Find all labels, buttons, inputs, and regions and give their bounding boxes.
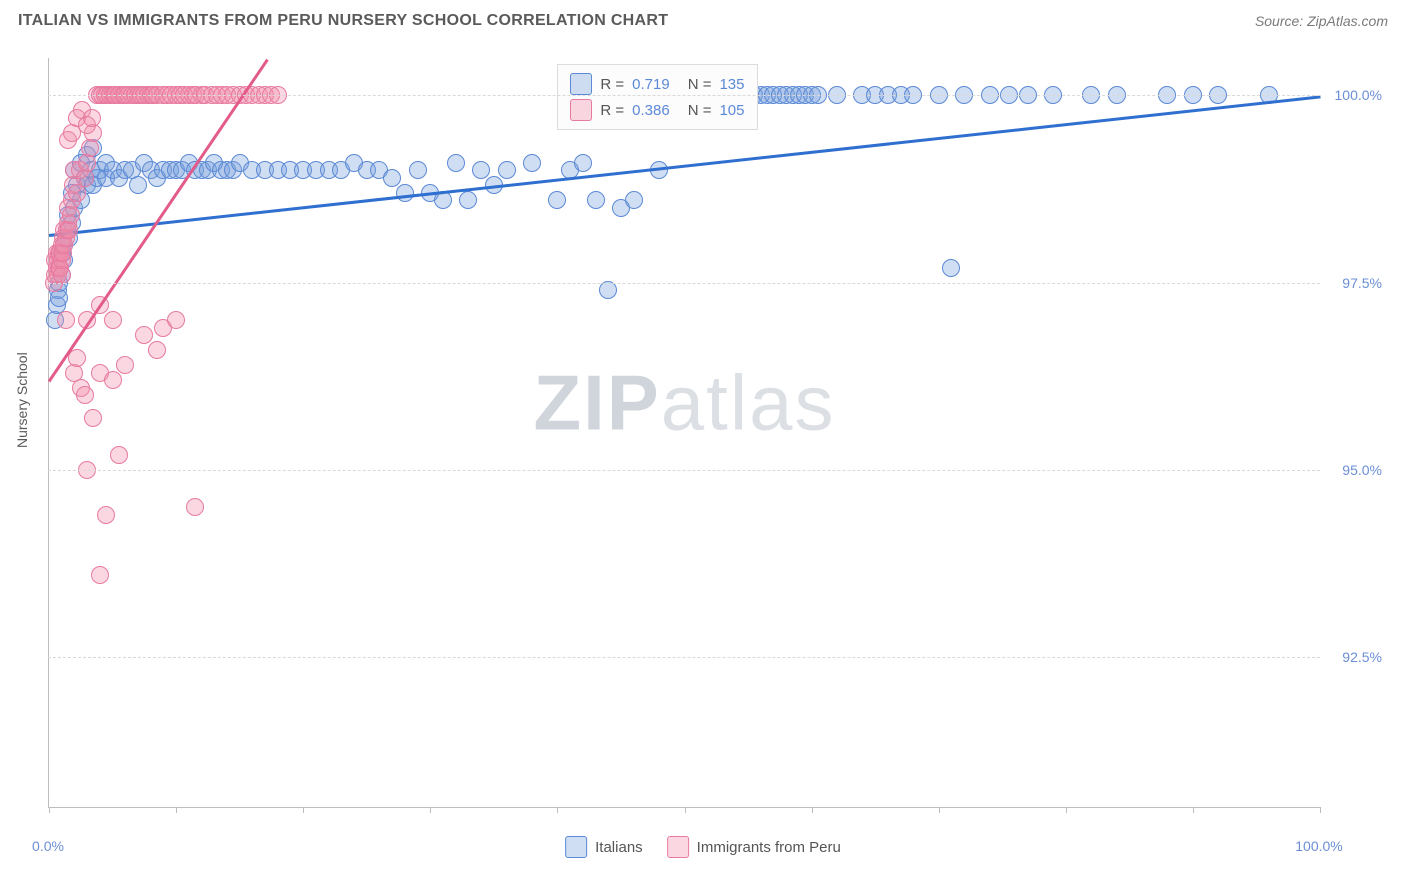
data-point xyxy=(599,281,617,299)
data-point xyxy=(625,191,643,209)
data-point xyxy=(472,161,490,179)
header: ITALIAN VS IMMIGRANTS FROM PERU NURSERY … xyxy=(0,0,1406,38)
gridline xyxy=(48,95,1320,96)
x-tick-mark xyxy=(685,807,686,813)
data-point xyxy=(81,139,99,157)
y-tick-label: 95.0% xyxy=(1342,462,1382,478)
legend-swatch-icon xyxy=(667,836,689,858)
data-point xyxy=(135,326,153,344)
chart-title: ITALIAN VS IMMIGRANTS FROM PERU NURSERY … xyxy=(18,12,668,30)
data-point xyxy=(186,498,204,516)
n-label: N = xyxy=(688,102,712,119)
legend-item-italians: Italians xyxy=(565,836,643,858)
data-point xyxy=(104,311,122,329)
stats-row: R = 0.719 N = 135 xyxy=(570,71,744,97)
legend-item-peru: Immigrants from Peru xyxy=(667,836,841,858)
data-point xyxy=(91,566,109,584)
data-point xyxy=(409,161,427,179)
legend-swatch-icon xyxy=(565,836,587,858)
x-tick-mark xyxy=(49,807,50,813)
data-point xyxy=(523,154,541,172)
y-tick-label: 100.0% xyxy=(1335,87,1382,103)
data-point xyxy=(83,109,101,127)
plot-inner: ZIPatlas R = 0.719 N = 135 R = 0.386 N = 105 xyxy=(48,58,1320,808)
x-tick-mark xyxy=(1193,807,1194,813)
plot-area: Nursery School ZIPatlas R =0.719N =135R … xyxy=(18,48,1388,878)
x-tick-mark xyxy=(939,807,940,813)
data-point xyxy=(76,386,94,404)
data-point xyxy=(116,356,134,374)
n-value: 105 xyxy=(719,102,744,119)
n-label: N = xyxy=(688,76,712,93)
y-tick-label: 97.5% xyxy=(1342,275,1382,291)
data-point xyxy=(447,154,465,172)
data-point xyxy=(396,184,414,202)
data-point xyxy=(498,161,516,179)
data-point xyxy=(129,176,147,194)
x-tick-label: 100.0% xyxy=(1295,838,1342,854)
legend-label: Italians xyxy=(595,839,643,856)
x-tick-mark xyxy=(557,807,558,813)
x-tick-mark xyxy=(1320,807,1321,813)
gridline xyxy=(48,657,1320,658)
x-tick-mark xyxy=(303,807,304,813)
data-point xyxy=(587,191,605,209)
data-point xyxy=(459,191,477,209)
x-tick-mark xyxy=(176,807,177,813)
x-tick-mark xyxy=(1066,807,1067,813)
data-point xyxy=(97,506,115,524)
n-value: 135 xyxy=(719,76,744,93)
data-point xyxy=(148,341,166,359)
gridline xyxy=(48,470,1320,471)
watermark-light: atlas xyxy=(661,358,836,446)
legend-swatch-icon xyxy=(570,99,592,121)
x-tick-label: 0.0% xyxy=(32,838,64,854)
stats-row: R = 0.386 N = 105 xyxy=(570,97,744,123)
data-point xyxy=(574,154,592,172)
bottom-legend: Italians Immigrants from Peru xyxy=(565,836,841,858)
y-tick-label: 92.5% xyxy=(1342,649,1382,665)
legend-swatch-icon xyxy=(570,73,592,95)
data-point xyxy=(167,311,185,329)
legend-label: Immigrants from Peru xyxy=(697,839,841,856)
y-axis-label: Nursery School xyxy=(14,352,30,448)
r-value: 0.386 xyxy=(632,102,670,119)
data-point xyxy=(84,409,102,427)
watermark: ZIPatlas xyxy=(533,357,835,448)
x-tick-mark xyxy=(812,807,813,813)
data-point xyxy=(942,259,960,277)
source-attribution: Source: ZipAtlas.com xyxy=(1255,13,1388,29)
r-label: R = xyxy=(600,76,624,93)
data-point xyxy=(57,311,75,329)
data-point xyxy=(104,371,122,389)
stats-legend: R = 0.719 N = 135 R = 0.386 N = 105 xyxy=(557,64,757,130)
r-value: 0.719 xyxy=(632,76,670,93)
gridline xyxy=(48,283,1320,284)
watermark-bold: ZIP xyxy=(533,358,660,446)
r-label: R = xyxy=(600,102,624,119)
x-tick-mark xyxy=(430,807,431,813)
data-point xyxy=(548,191,566,209)
data-point xyxy=(110,446,128,464)
data-point xyxy=(383,169,401,187)
